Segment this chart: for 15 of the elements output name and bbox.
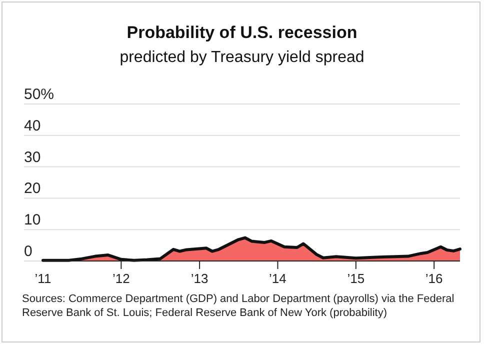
y-tick-label: 40 (24, 117, 41, 134)
x-tick-label: ’11 (34, 271, 52, 286)
x-tick-label: ’13 (190, 271, 208, 286)
x-tick-label: ’15 (347, 271, 365, 286)
x-tick-label: ’16 (425, 271, 443, 286)
y-tick-label: 20 (24, 180, 41, 198)
y-tick-label: 50% (24, 86, 54, 103)
x-tick-label: ’14 (269, 271, 286, 286)
y-tick-label: 0 (24, 243, 32, 260)
y-tick-label: 10 (24, 212, 41, 229)
source-note: Sources: Commerce Department (GDP) and Labor Department (payrolls) via the Federal Reserve Bank of St. Louis; Federal Reserve Bank of New York (probability) (22, 293, 454, 319)
chart-title: Probability of U.S. recession (126, 23, 358, 42)
x-tick-label: ’12 (112, 271, 130, 286)
chart-subtitle: predicted by Treasury yield spread (120, 49, 364, 66)
y-tick-label: 30 (24, 148, 41, 166)
